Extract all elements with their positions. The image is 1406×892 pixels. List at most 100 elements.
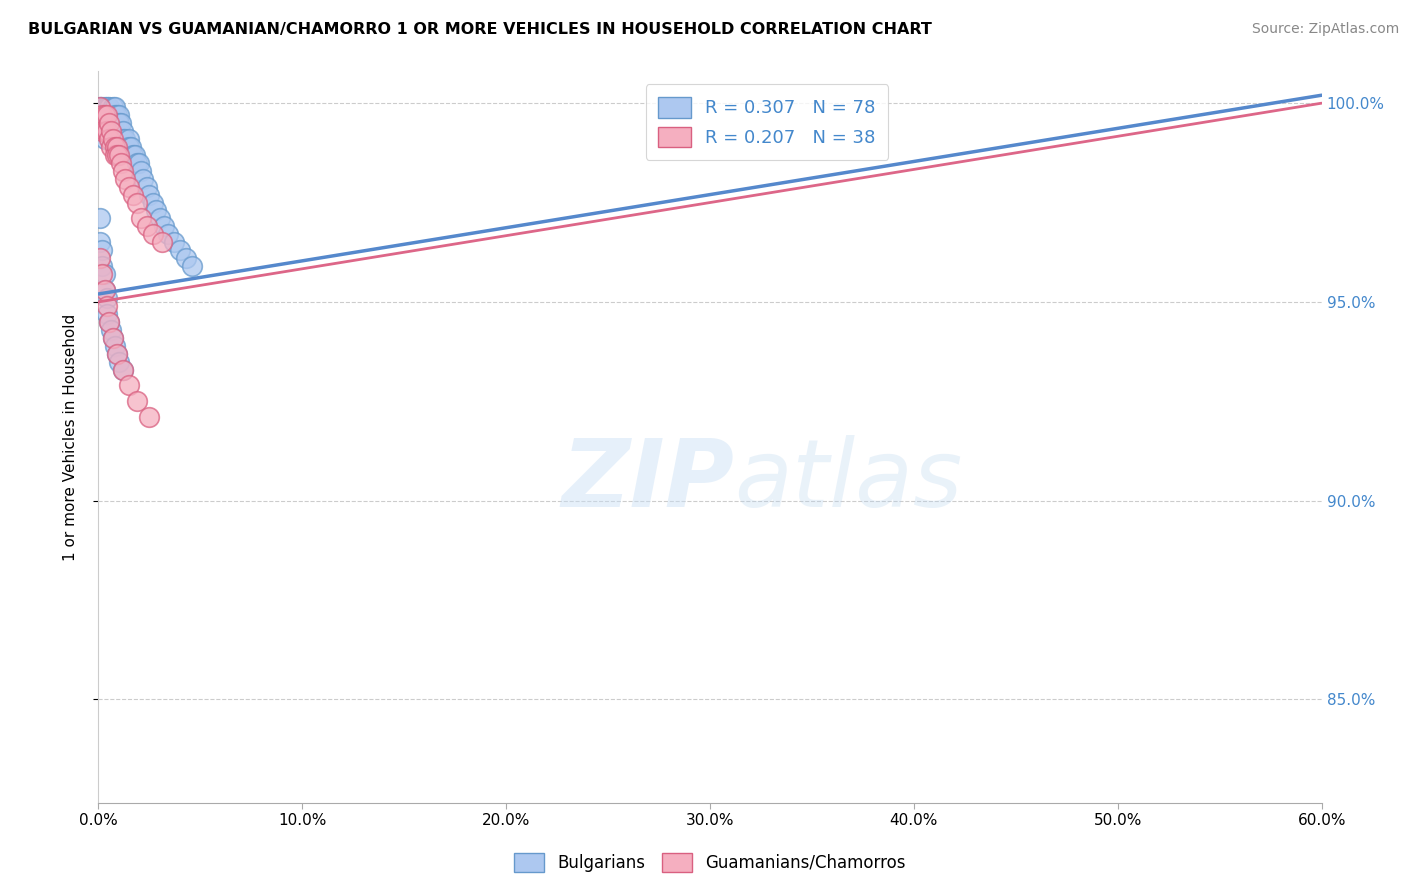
Point (96, 299, 118, 313)
Point (105, 140, 128, 154)
Point (127, 156, 149, 170)
Point (104, 339, 127, 353)
Point (91, 100, 114, 114)
Point (104, 108, 127, 122)
Point (93, 267, 115, 281)
Point (93, 108, 115, 122)
Point (142, 227, 165, 242)
Point (138, 187, 160, 202)
Point (89, 251, 111, 265)
Point (124, 148, 146, 162)
Point (111, 362, 134, 376)
Point (120, 140, 142, 154)
Point (97, 116, 120, 130)
Legend: Bulgarians, Guamanians/Chamorros: Bulgarians, Guamanians/Chamorros (508, 846, 912, 879)
Point (91, 124, 114, 138)
Point (149, 211, 172, 226)
Point (93, 132, 115, 146)
Point (91, 116, 114, 130)
Point (89, 108, 111, 122)
Point (138, 410, 160, 425)
Point (111, 163, 134, 178)
Point (118, 179, 141, 194)
Point (91, 108, 114, 122)
Point (127, 394, 149, 409)
Point (97, 315, 120, 329)
Point (91, 244, 114, 258)
Point (129, 163, 152, 178)
Point (114, 132, 136, 146)
Point (89, 211, 111, 226)
Point (104, 124, 127, 138)
Y-axis label: 1 or more Vehicles in Household: 1 or more Vehicles in Household (63, 313, 77, 561)
Point (104, 140, 127, 154)
Text: ZIP: ZIP (561, 435, 734, 527)
Point (115, 140, 138, 154)
Point (101, 331, 124, 345)
Point (101, 132, 124, 146)
Point (93, 108, 115, 122)
Point (111, 132, 134, 146)
Point (96, 116, 118, 130)
Point (97, 124, 120, 138)
Point (169, 244, 191, 258)
Text: Source: ZipAtlas.com: Source: ZipAtlas.com (1251, 22, 1399, 37)
Point (136, 179, 159, 194)
Point (156, 227, 179, 242)
Point (105, 346, 128, 360)
Point (108, 108, 131, 122)
Point (96, 124, 118, 138)
Point (122, 187, 145, 202)
Point (93, 283, 115, 297)
Point (108, 354, 131, 368)
Point (152, 219, 174, 234)
Point (101, 108, 124, 122)
Point (101, 100, 124, 114)
Point (91, 267, 114, 281)
Point (132, 171, 155, 186)
Point (96, 108, 118, 122)
Point (100, 116, 122, 130)
Point (97, 100, 120, 114)
Point (118, 132, 141, 146)
Point (110, 116, 132, 130)
Point (110, 132, 132, 146)
Point (100, 124, 122, 138)
Point (97, 108, 120, 122)
Point (108, 132, 131, 146)
Point (100, 108, 122, 122)
Point (97, 132, 120, 146)
Point (145, 203, 167, 218)
Point (118, 140, 141, 154)
Point (89, 100, 111, 114)
Point (104, 148, 127, 162)
Point (93, 283, 115, 297)
Point (101, 132, 124, 146)
Point (108, 116, 131, 130)
Point (111, 124, 134, 138)
Point (129, 211, 152, 226)
Text: BULGARIAN VS GUAMANIAN/CHAMORRO 1 OR MORE VEHICLES IN HOUSEHOLD CORRELATION CHAR: BULGARIAN VS GUAMANIAN/CHAMORRO 1 OR MOR… (28, 22, 932, 37)
Point (97, 315, 120, 329)
Point (89, 100, 111, 114)
Point (91, 259, 114, 273)
Point (104, 132, 127, 146)
Point (105, 116, 128, 130)
Point (110, 156, 132, 170)
Point (89, 235, 111, 250)
Point (118, 378, 141, 392)
Point (174, 251, 197, 265)
Point (101, 331, 124, 345)
Point (100, 323, 122, 337)
Point (96, 291, 118, 305)
Point (96, 108, 118, 122)
Point (108, 148, 131, 162)
Point (96, 100, 118, 114)
Point (105, 346, 128, 360)
Text: atlas: atlas (734, 435, 963, 526)
Point (97, 116, 120, 130)
Point (150, 235, 173, 250)
Point (111, 362, 134, 376)
Point (93, 124, 115, 138)
Point (104, 100, 127, 114)
